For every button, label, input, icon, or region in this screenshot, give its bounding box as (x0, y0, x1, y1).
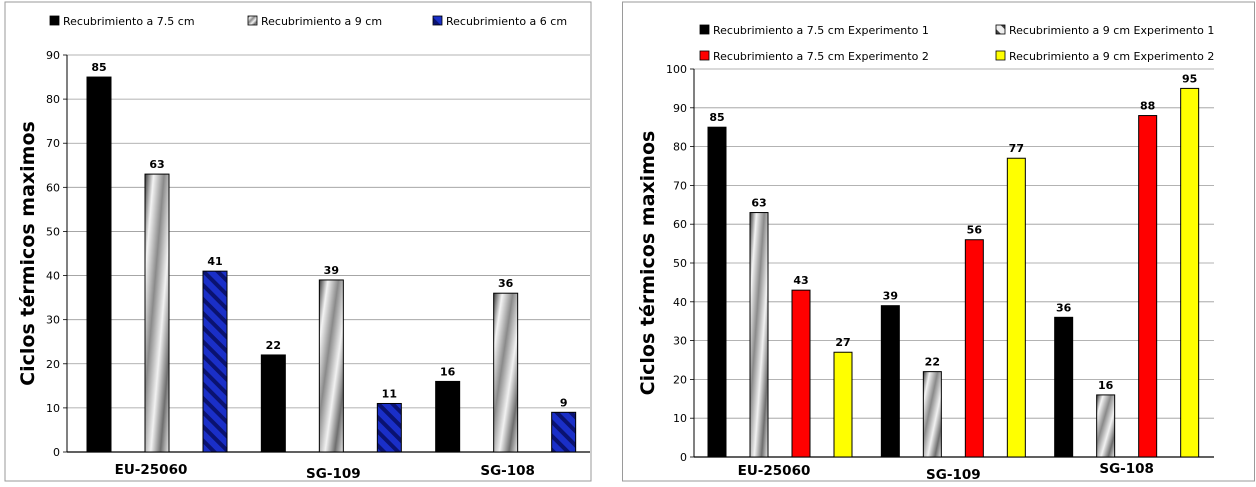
y-tick-label: 0 (53, 446, 60, 459)
bar-grey-diagonal (749, 212, 769, 458)
bar-solid-red (964, 239, 984, 458)
bar-grey-diagonal (318, 279, 344, 453)
data-label: 88 (1140, 100, 1155, 113)
y-axis-label: Ciclos térmicos maximos (17, 121, 39, 386)
data-label: 77 (1009, 142, 1024, 155)
x-category-label: EU-25060 (738, 463, 811, 479)
bar-grey-diagonal (1096, 394, 1116, 458)
legend-entry: Recubrimiento a 9 cm Experimento 2 (1009, 50, 1214, 63)
data-label: 41 (207, 255, 222, 268)
data-label: 36 (498, 277, 514, 290)
chart-panel-left: 0 10 20 30 40 50 60 70 80 90 Ciclos térmicos maxi… (0, 0, 592, 482)
data-label: 95 (1182, 72, 1197, 85)
bar-solid-red (791, 289, 811, 458)
legend-swatch (49, 15, 60, 26)
y-tick-label: 20 (673, 373, 687, 386)
y-tick-label: 10 (673, 412, 687, 425)
bar-solid-yellow (1006, 157, 1026, 458)
bar-blue-diagonal (551, 411, 577, 453)
x-category-label: SG-108 (480, 463, 535, 479)
y-tick-label: 80 (673, 141, 687, 154)
x-category-label: EU-25060 (115, 462, 188, 478)
data-label: 11 (382, 387, 397, 400)
data-label: 22 (266, 339, 281, 352)
legend-swatch (247, 15, 258, 26)
data-label: 85 (91, 61, 106, 74)
bar-solid-black (707, 126, 727, 458)
legend-entry: Recubrimiento a 6 cm (446, 15, 567, 28)
data-label: 56 (967, 224, 983, 237)
legend-swatch (995, 24, 1006, 35)
bar-grey-diagonal (144, 173, 170, 453)
legend-entry: Recubrimiento a 7.5 cm Experimento 2 (713, 50, 929, 63)
legend-entry: Recubrimiento a 9 cm (261, 15, 382, 28)
data-label: 16 (440, 365, 456, 378)
y-tick-label: 80 (46, 93, 60, 106)
data-label: 22 (925, 356, 940, 369)
bar-solid-yellow (833, 351, 853, 458)
y-tick-label: 60 (673, 218, 687, 231)
bar-blue-diagonal (202, 270, 228, 453)
legend-entry: Recubrimiento a 7.5 cm Experimento 1 (713, 24, 929, 37)
legend-swatch (995, 50, 1006, 61)
chart-left: 0 10 20 30 40 50 60 70 80 90 Ciclos térmicos maxi… (4, 1, 592, 482)
legend-swatch (432, 15, 443, 26)
data-label: 39 (883, 290, 898, 303)
legend-entry: Recubrimiento a 7.5 cm (63, 15, 195, 28)
y-tick-label: 30 (673, 335, 687, 348)
bar-solid-black (1054, 316, 1074, 458)
y-tick-label: 100 (666, 63, 687, 76)
legend-swatch (699, 50, 710, 61)
bar-solid-black (880, 305, 900, 458)
bar-solid-black (435, 380, 461, 453)
data-label: 9 (560, 396, 568, 409)
chart-panel-right: 0 10 20 30 40 50 60 70 80 90 100 Ciclos térmicos m… (622, 0, 1256, 483)
y-tick-label: 70 (46, 137, 60, 150)
data-label: 27 (835, 336, 850, 349)
y-tick-label: 20 (46, 358, 60, 371)
bar-grey-diagonal (922, 371, 942, 458)
bar-solid-black (260, 354, 286, 453)
y-tick-label: 90 (46, 49, 60, 62)
y-tick-label: 90 (673, 102, 687, 115)
bar-grey-diagonal (493, 292, 519, 453)
bar-solid-yellow (1180, 87, 1200, 458)
bar-blue-diagonal (376, 402, 402, 453)
y-tick-label: 50 (673, 257, 687, 270)
chart-right: 0 10 20 30 40 50 60 70 80 90 100 Ciclos térmicos m… (622, 1, 1255, 483)
x-category-label: SG-108 (1099, 461, 1154, 477)
y-tick-label: 40 (46, 270, 60, 283)
x-category-label: SG-109 (926, 467, 981, 482)
data-label: 16 (1098, 379, 1114, 392)
data-label: 36 (1056, 301, 1072, 314)
x-category-label: SG-109 (306, 466, 361, 482)
data-label: 85 (709, 111, 724, 124)
bar-solid-red (1138, 115, 1158, 458)
y-tick-label: 10 (46, 402, 60, 415)
data-label: 43 (793, 274, 808, 287)
legend-swatch (699, 24, 710, 35)
y-tick-label: 70 (673, 179, 687, 192)
data-label: 63 (149, 158, 164, 171)
y-axis-label: Ciclos térmicos maximos (637, 131, 659, 396)
y-tick-label: 0 (680, 451, 687, 464)
legend-entry: Recubrimiento a 9 cm Experimento 1 (1009, 24, 1214, 37)
bar-solid-black (86, 76, 112, 453)
y-tick-label: 50 (46, 225, 60, 238)
y-tick-label: 60 (46, 181, 60, 194)
y-tick-label: 30 (46, 314, 60, 327)
data-label: 39 (324, 264, 339, 277)
data-label: 63 (751, 197, 766, 210)
y-tick-label: 40 (673, 296, 687, 309)
